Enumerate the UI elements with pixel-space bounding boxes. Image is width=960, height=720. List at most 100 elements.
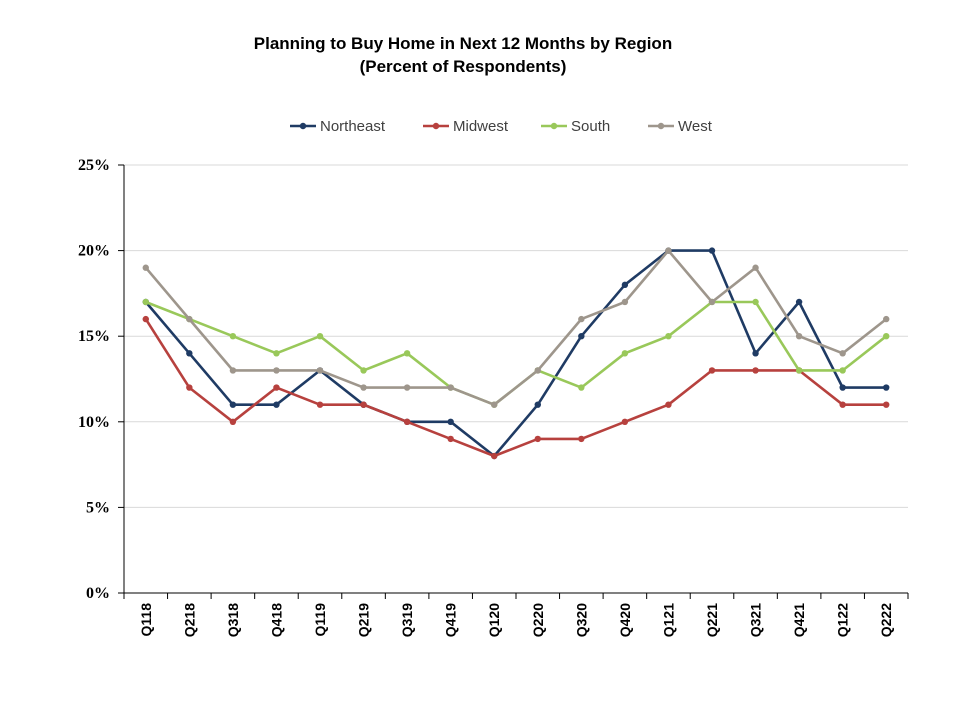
legend-marker: [432, 122, 440, 130]
data-point: [186, 315, 193, 323]
x-tick-label: Q122: [835, 603, 851, 637]
legend-label: Midwest: [453, 118, 509, 135]
data-point: [752, 264, 759, 271]
legend-label: South: [571, 118, 610, 135]
data-point: [665, 333, 672, 340]
x-tick-label: Q220: [530, 603, 546, 637]
x-tick-label: Q320: [573, 603, 589, 637]
data-point: [229, 333, 237, 340]
data-point: [839, 384, 846, 391]
legend: Northeast Midwest South West: [290, 118, 713, 135]
data-point: [316, 401, 324, 408]
data-point: [403, 384, 411, 391]
data-point: [578, 315, 585, 323]
x-tick-label: Q319: [399, 603, 415, 637]
axes: [123, 165, 908, 594]
data-point: [229, 418, 237, 425]
data-point: [795, 367, 803, 374]
y-tick-label: 25%: [78, 157, 110, 174]
x-axis-ticks: Q118 Q218 Q318 Q418 Q119 Q219 Q319 Q419 Q120 Q220…: [123, 593, 909, 637]
data-point: [578, 333, 585, 340]
x-tick-label: Q421: [791, 603, 807, 637]
data-point: [752, 367, 759, 374]
series-line: [145, 300, 888, 407]
data-point: [621, 298, 629, 306]
x-tick-label: Q222: [878, 603, 894, 637]
legend-label: West: [678, 118, 713, 135]
data-point: [360, 384, 367, 391]
series-midwest: [142, 315, 890, 460]
x-tick-label: Q418: [268, 603, 284, 637]
data-point: [883, 333, 890, 340]
data-point: [752, 350, 759, 357]
data-point: [229, 401, 237, 408]
legend-item-south: South: [541, 118, 610, 135]
gridlines: [124, 164, 908, 508]
series-northeast: [142, 247, 890, 460]
data-point: [883, 401, 890, 408]
data-point: [273, 367, 280, 374]
data-point: [186, 384, 193, 391]
data-point: [534, 401, 541, 408]
x-tick-label: Q321: [748, 603, 764, 637]
y-tick-label: 20%: [78, 243, 110, 260]
data-point: [534, 435, 541, 443]
data-point: [839, 367, 846, 374]
data-point: [795, 333, 803, 340]
data-point: [578, 435, 585, 443]
data-point: [316, 367, 324, 374]
x-tick-label: Q419: [443, 603, 459, 637]
series-line: [144, 249, 888, 407]
data-point: [839, 350, 846, 357]
data-point: [534, 367, 541, 374]
data-point: [491, 401, 498, 408]
data-point: [360, 401, 367, 408]
x-tick-label: Q218: [181, 603, 197, 637]
y-tick-label: 5%: [86, 499, 110, 516]
data-point: [883, 315, 890, 323]
x-tick-label: Q219: [356, 603, 372, 637]
series-line: [144, 249, 887, 458]
x-tick-label: Q118: [138, 603, 154, 637]
legend-label: Northeast: [320, 118, 386, 135]
x-tick-label: Q119: [312, 603, 328, 637]
data-point: [883, 384, 890, 391]
legend-item-west: West: [648, 118, 713, 135]
data-point: [621, 418, 629, 425]
series-south: [142, 298, 890, 408]
data-point: [491, 452, 498, 460]
data-point: [229, 367, 237, 374]
data-point: [403, 350, 411, 357]
legend-marker: [550, 122, 558, 130]
data-point: [447, 384, 454, 391]
data-point: [142, 315, 149, 323]
x-tick-label: Q120: [486, 603, 502, 637]
data-point: [273, 350, 280, 357]
data-point: [273, 401, 280, 408]
chart-subtitle: (Percent of Respondents): [360, 57, 567, 76]
legend-marker: [657, 122, 665, 130]
data-point: [447, 435, 454, 443]
data-point: [621, 350, 629, 357]
data-point: [708, 367, 716, 374]
data-point: [142, 264, 149, 271]
y-tick-label: 15%: [78, 328, 110, 345]
data-point: [578, 384, 585, 391]
y-tick-label: 10%: [78, 414, 110, 431]
series-lines: [142, 247, 890, 460]
y-tick-label: 0%: [86, 585, 110, 602]
data-point: [839, 401, 846, 408]
data-point: [708, 247, 716, 254]
legend-item-midwest: Midwest: [423, 118, 509, 135]
data-point: [186, 350, 193, 357]
data-point: [621, 281, 629, 289]
data-point: [795, 298, 803, 306]
x-tick-label: Q318: [225, 603, 241, 637]
data-point: [708, 298, 716, 306]
data-point: [665, 401, 672, 408]
data-point: [142, 298, 149, 306]
data-point: [665, 247, 672, 254]
data-point: [752, 298, 759, 306]
data-point: [316, 333, 324, 340]
